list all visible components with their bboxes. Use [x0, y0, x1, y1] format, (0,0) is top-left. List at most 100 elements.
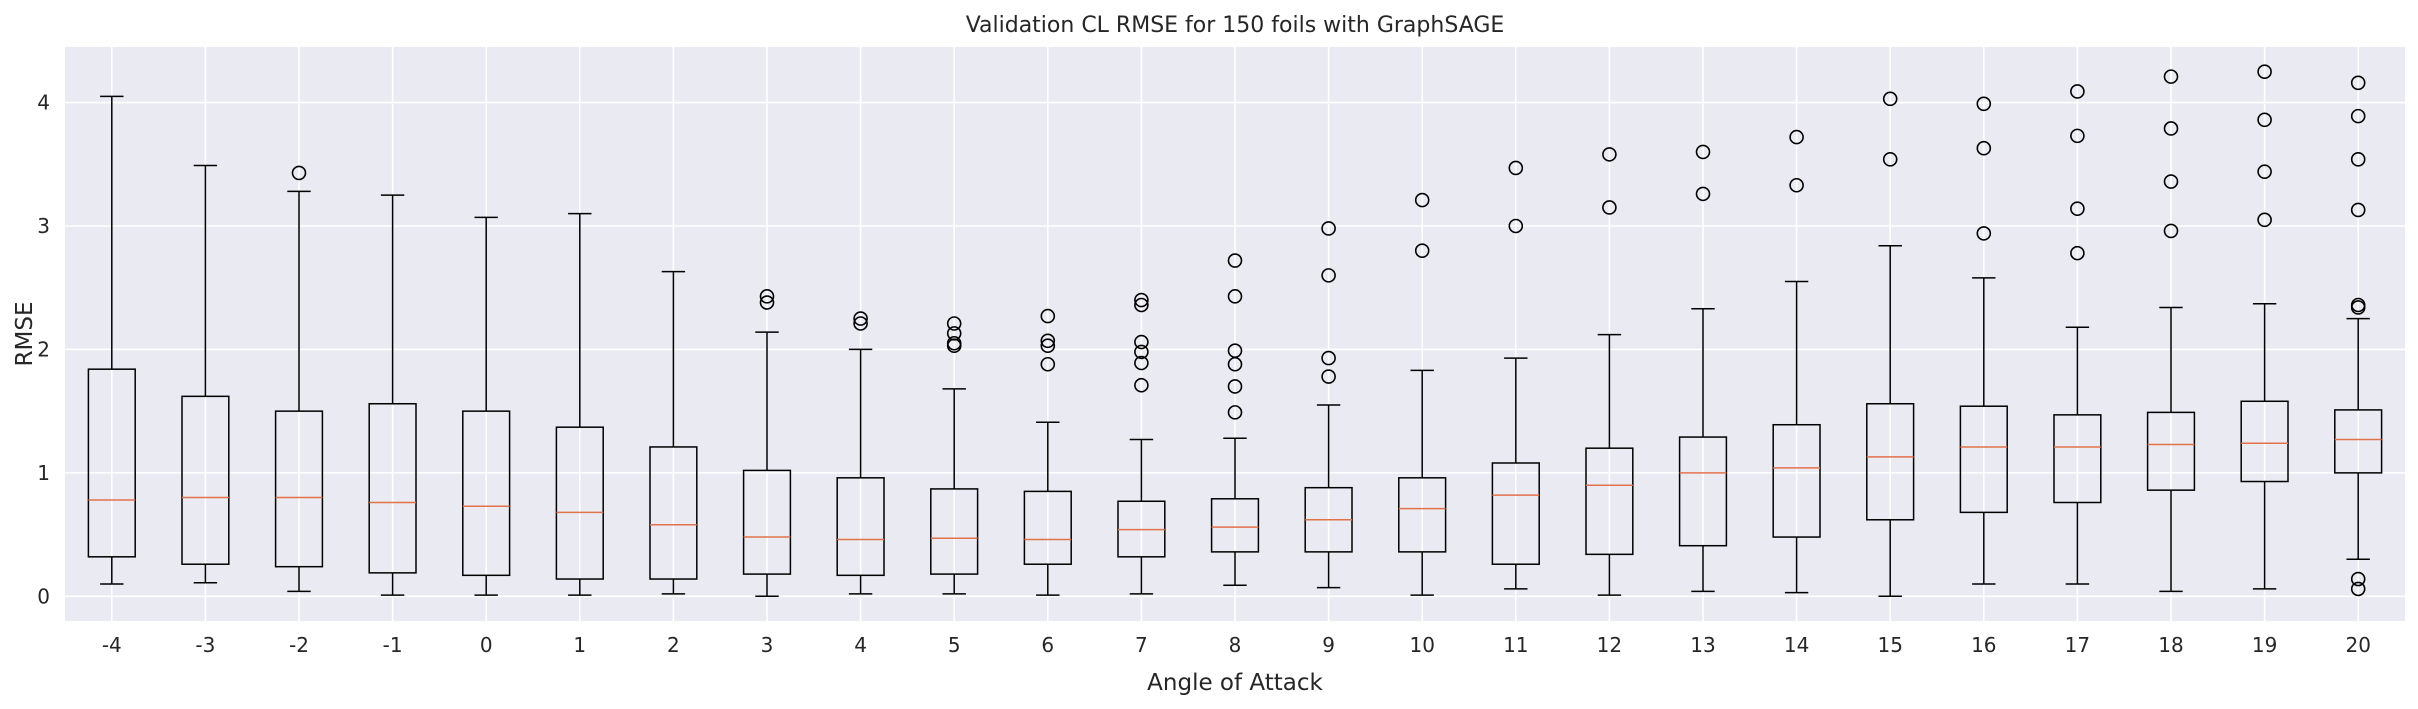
x-tick-label: 11	[1503, 633, 1528, 657]
outlier-point	[1040, 333, 1056, 349]
outlier-point	[2350, 75, 2366, 91]
outlier-point	[2257, 212, 2272, 228]
outlier-point	[1040, 356, 1056, 372]
outlier-point	[1134, 297, 1149, 313]
outlier-point	[1134, 377, 1149, 393]
iqr-box	[1210, 498, 1260, 553]
outlier-point	[1321, 268, 1336, 283]
box-plot-11	[1491, 160, 1540, 590]
outlier-point	[291, 165, 307, 181]
outlier-point	[1508, 218, 1524, 234]
iqr-box	[742, 469, 792, 575]
outlier-point	[2070, 84, 2085, 99]
box-plot--1	[368, 194, 417, 596]
iqr-box	[1866, 402, 1915, 521]
outlier-point	[2350, 581, 2366, 597]
outlier-point	[1134, 344, 1149, 360]
iqr-box	[836, 477, 885, 577]
outlier-point	[1040, 338, 1056, 354]
outlier-point	[1976, 226, 1992, 241]
x-tick-label: 4	[854, 633, 867, 657]
x-tick-label: -4	[102, 633, 122, 657]
outlier-point	[946, 335, 962, 351]
iqr-box	[2146, 411, 2196, 491]
box-plot-15	[1866, 91, 1915, 598]
iqr-box	[930, 488, 979, 575]
outlier-point	[2070, 245, 2085, 261]
x-tick-label: 10	[1409, 633, 1434, 657]
box-series	[87, 64, 2383, 598]
outlier-point	[1976, 96, 1992, 112]
outlier-point	[1882, 152, 1898, 167]
outlier-point	[946, 316, 962, 331]
box-plot-0	[462, 216, 511, 596]
outlier-point	[2163, 174, 2179, 189]
y-axis-label: RMSE	[12, 302, 38, 367]
box-plot-18	[2146, 69, 2196, 593]
outlier-point	[2350, 297, 2366, 313]
outlier-point	[1321, 221, 1336, 236]
x-tick-label: 1	[573, 633, 586, 657]
x-tick-label: 18	[2158, 633, 2183, 657]
outlier-point	[1227, 379, 1243, 394]
iqr-box	[274, 410, 324, 568]
box-plot-7	[1117, 292, 1166, 595]
outlier-point	[1695, 186, 1711, 202]
outlier-point	[1134, 355, 1149, 371]
box-plot-17	[2053, 84, 2102, 585]
iqr-box	[462, 410, 511, 577]
x-tick-label: 6	[1041, 633, 1054, 657]
iqr-box	[1959, 405, 2008, 514]
x-tick-label: 14	[1784, 633, 1809, 657]
x-tick-label: 13	[1690, 633, 1715, 657]
iqr-box	[2053, 414, 2102, 504]
outlier-point	[2163, 69, 2179, 84]
y-tick-label: 4	[37, 91, 50, 115]
x-tick-label: -3	[195, 633, 215, 657]
outlier-point	[2257, 64, 2272, 79]
outlier-point	[1789, 129, 1804, 145]
iqr-box	[181, 395, 230, 565]
x-tick-label: 2	[667, 633, 680, 657]
y-tick-label: 0	[37, 584, 50, 608]
outlier-point	[2350, 108, 2366, 124]
box-plot-3	[742, 289, 792, 598]
x-tick-label: 15	[1877, 633, 1902, 657]
outlier-point	[2163, 223, 2179, 239]
x-tick-label: 12	[1597, 633, 1622, 657]
iqr-box	[2240, 400, 2289, 483]
box-plot-20	[2334, 75, 2383, 597]
chart-title: Validation CL RMSE for 150 foils with Gr…	[966, 13, 1505, 38]
iqr-box	[1585, 447, 1634, 556]
outlier-point	[1227, 343, 1243, 358]
y-tick-label: 3	[37, 214, 50, 238]
outlier-point	[2070, 128, 2085, 144]
y-tick-label: 2	[37, 337, 50, 361]
outlier-point	[1414, 243, 1430, 258]
box-plot-4	[836, 311, 885, 595]
box-plot-2	[649, 270, 698, 595]
outlier-point	[1040, 308, 1056, 324]
iqr-box	[1491, 462, 1540, 565]
outlier-point	[759, 289, 775, 304]
box-plot--2	[274, 165, 324, 593]
x-tick-label: 20	[2345, 633, 2370, 657]
outlier-point	[1414, 192, 1430, 208]
y-tick-labels: 0 1 2 3 4	[37, 91, 50, 609]
outlier-point	[1695, 144, 1711, 160]
x-axis-label: Angle of Attack	[1147, 670, 1323, 696]
x-tick-label: -2	[289, 633, 309, 657]
iqr-box	[1772, 423, 1821, 538]
outlier-point	[759, 295, 775, 310]
outlier-point	[1321, 350, 1336, 366]
x-tick-label: 19	[2252, 633, 2277, 657]
outlier-point	[1976, 140, 1992, 156]
x-tick-label: 7	[1135, 633, 1148, 657]
box-plot-16	[1959, 96, 2008, 585]
outlier-point	[1508, 160, 1524, 176]
outlier-point	[2163, 121, 2179, 136]
box-plot--4	[87, 95, 136, 585]
outlier-point	[1602, 200, 1617, 215]
iqr-box	[649, 446, 698, 580]
